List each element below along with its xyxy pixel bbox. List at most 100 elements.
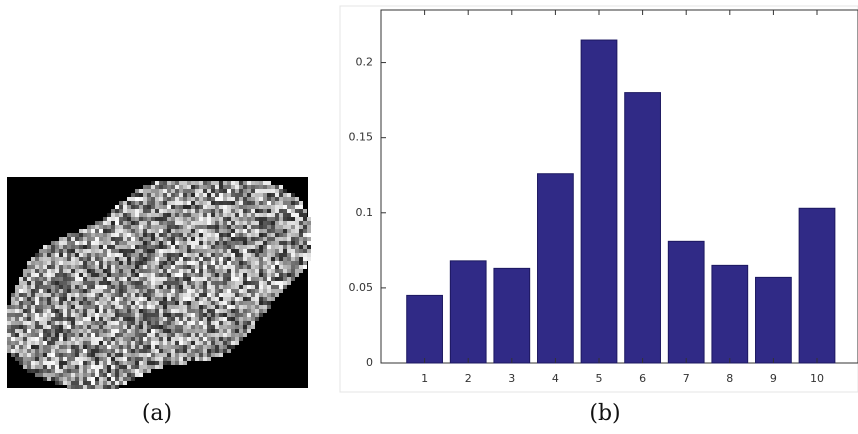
- texture-pixel: [163, 353, 167, 357]
- texture-pixel: [95, 317, 99, 321]
- texture-pixel: [135, 229, 139, 233]
- texture-pixel: [239, 197, 243, 201]
- texture-pixel: [227, 221, 231, 225]
- texture-pixel: [255, 257, 259, 261]
- texture-pixel: [199, 289, 203, 293]
- texture-pixel: [47, 281, 51, 285]
- texture-pixel: [255, 269, 259, 273]
- texture-pixel: [183, 197, 187, 201]
- texture-pixel: [203, 237, 207, 241]
- texture-pixel: [303, 225, 307, 229]
- texture-pixel: [127, 233, 131, 237]
- texture-pixel: [235, 333, 239, 337]
- texture-pixel: [83, 233, 87, 237]
- texture-pixel: [203, 265, 207, 269]
- texture-pixel: [215, 313, 219, 317]
- texture-pixel: [87, 329, 91, 333]
- texture-pixel: [99, 261, 103, 265]
- texture-pixel: [111, 281, 115, 285]
- texture-pixel: [119, 257, 123, 261]
- texture-pixel: [163, 301, 167, 305]
- texture-pixel: [171, 341, 175, 345]
- texture-pixel: [151, 365, 155, 369]
- texture-pixel: [151, 357, 155, 361]
- texture-pixel: [287, 265, 291, 269]
- texture-pixel: [211, 309, 215, 313]
- texture-pixel: [191, 325, 195, 329]
- texture-pixel: [267, 265, 271, 269]
- texture-pixel: [235, 213, 239, 217]
- texture-pixel: [207, 245, 211, 249]
- texture-pixel: [19, 297, 23, 301]
- texture-pixel: [99, 357, 103, 361]
- texture-pixel: [195, 281, 199, 285]
- texture-pixel: [47, 377, 51, 381]
- texture-pixel: [11, 341, 15, 345]
- texture-pixel: [175, 321, 179, 325]
- texture-pixel: [255, 285, 259, 289]
- texture-pixel: [259, 273, 263, 277]
- texture-pixel: [15, 293, 19, 297]
- texture-pixel: [203, 217, 207, 221]
- texture-pixel: [299, 205, 303, 209]
- texture-pixel: [143, 341, 147, 345]
- texture-pixel: [79, 305, 83, 309]
- texture-pixel: [239, 181, 243, 185]
- texture-pixel: [43, 277, 47, 281]
- texture-pixel: [267, 237, 271, 241]
- texture-pixel: [191, 321, 195, 325]
- texture-pixel: [39, 293, 43, 297]
- texture-pixel: [111, 257, 115, 261]
- texture-pixel: [215, 329, 219, 333]
- texture-pixel: [255, 233, 259, 237]
- texture-pixel: [271, 249, 275, 253]
- texture-pixel: [179, 181, 183, 185]
- texture-pixel: [91, 309, 95, 313]
- texture-pixel: [119, 237, 123, 241]
- texture-pixel: [219, 249, 223, 253]
- texture-pixel: [247, 205, 251, 209]
- texture-pixel: [27, 349, 31, 353]
- texture-pixel: [251, 257, 255, 261]
- texture-pixel: [179, 357, 183, 361]
- texture-pixel: [295, 241, 299, 245]
- texture-pixel: [71, 329, 75, 333]
- texture-pixel: [159, 229, 163, 233]
- texture-pixel: [123, 209, 127, 213]
- texture-pixel: [91, 357, 95, 361]
- texture-pixel: [171, 265, 175, 269]
- texture-pixel: [95, 289, 99, 293]
- texture-pixel: [51, 373, 55, 377]
- texture-pixel: [39, 249, 43, 253]
- texture-pixel: [71, 237, 75, 241]
- texture-pixel: [243, 225, 247, 229]
- texture-pixel: [119, 289, 123, 293]
- texture-pixel: [23, 277, 27, 281]
- texture-pixel: [47, 341, 51, 345]
- texture-pixel: [63, 329, 67, 333]
- texture-pixel: [227, 201, 231, 205]
- texture-pixel: [223, 281, 227, 285]
- texture-pixel: [111, 233, 115, 237]
- texture-pixel: [243, 277, 247, 281]
- texture-pixel: [191, 353, 195, 357]
- texture-pixel: [243, 241, 247, 245]
- texture-pixel: [263, 261, 267, 265]
- texture-pixel: [67, 385, 71, 389]
- texture-pixel: [303, 261, 307, 265]
- texture-pixel: [171, 305, 175, 309]
- y-tick-label: 0: [366, 356, 373, 369]
- texture-pixel: [47, 329, 51, 333]
- texture-pixel: [99, 221, 103, 225]
- texture-pixel: [27, 293, 31, 297]
- texture-pixel: [135, 213, 139, 217]
- texture-pixel: [131, 321, 135, 325]
- texture-pixel: [299, 233, 303, 237]
- texture-pixel: [111, 353, 115, 357]
- texture-pixel: [91, 317, 95, 321]
- texture-pixel: [187, 325, 191, 329]
- texture-pixel: [251, 233, 255, 237]
- texture-pixel: [191, 341, 195, 345]
- texture-pixel: [43, 357, 47, 361]
- texture-pixel: [79, 245, 83, 249]
